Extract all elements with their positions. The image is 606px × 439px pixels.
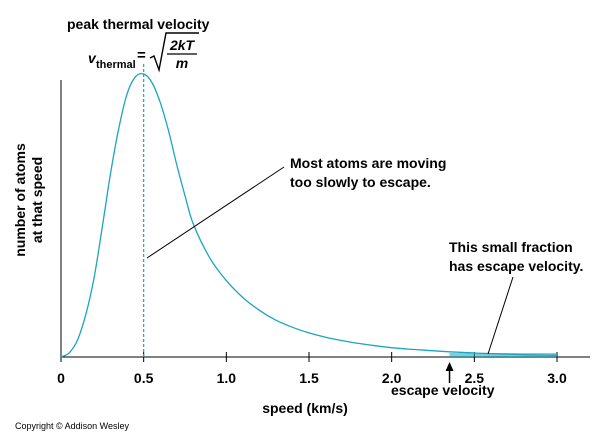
square-root-sign — [149, 32, 199, 73]
fraction-annotation-line2: has escape velocity. — [449, 258, 583, 274]
formula-denominator: m — [176, 55, 188, 71]
escape-velocity-label: escape velocity — [391, 382, 495, 398]
y-axis-label-line2: at that speed — [29, 157, 45, 243]
x-tick-label: 1.5 — [299, 370, 319, 386]
x-tick-label: 0.5 — [134, 370, 154, 386]
fraction-pointer-line — [487, 276, 514, 355]
x-axis-ticks: 0 0.5 1.0 1.5 2.0 2.5 3.0 — [57, 352, 567, 386]
formula-numerator: 2kT — [169, 37, 196, 53]
x-tick-label: 2.5 — [465, 370, 485, 386]
peak-velocity-title: peak thermal velocity — [67, 16, 210, 32]
x-tick-label: 3.0 — [547, 370, 567, 386]
formula-equals: = — [137, 47, 146, 64]
x-tick-label: 2.0 — [382, 370, 402, 386]
x-tick-label: 1.0 — [217, 370, 237, 386]
speed-distribution-curve — [60, 72, 558, 358]
x-tick-label: 0 — [57, 370, 65, 386]
most-atoms-annotation-line2: too slowly to escape. — [290, 174, 431, 190]
fraction-annotation-line1: This small fraction — [449, 239, 573, 255]
most-atoms-pointer-line — [146, 166, 285, 259]
most-atoms-annotation-line1: Most atoms are moving — [290, 155, 446, 171]
formula-v: v — [88, 50, 97, 66]
escape-velocity-region — [449, 353, 557, 357]
escape-velocity-arrow — [445, 362, 454, 383]
copyright-text: Copyright © Addison Wesley — [15, 421, 130, 431]
thermal-velocity-formula: v thermal = 2kT m — [88, 32, 199, 73]
x-axis-label: speed (km/s) — [262, 400, 348, 416]
y-axis-label-line1: number of atoms — [12, 143, 28, 257]
formula-subscript: thermal — [96, 59, 136, 71]
